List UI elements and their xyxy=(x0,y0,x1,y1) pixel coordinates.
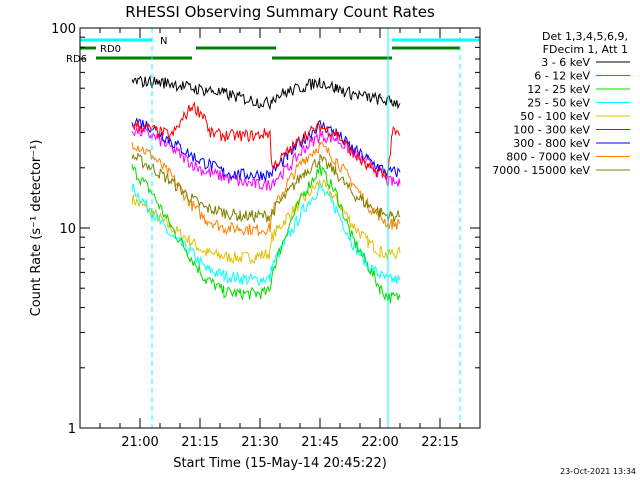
legend-label: 100 - 300 keV xyxy=(513,124,590,137)
legend-label: 3 - 6 keV xyxy=(541,56,590,69)
footer-timestamp: 23-Oct-2021 13:34 xyxy=(560,467,636,476)
legend-label: 12 - 25 keV xyxy=(527,83,590,96)
x-tick-label: 22:15 xyxy=(421,435,458,450)
x-tick-label: 21:30 xyxy=(241,435,278,450)
legend-label: 7000 - 15000 keV xyxy=(492,164,590,177)
y-tick-label: 10 xyxy=(59,222,76,237)
legend-header: FDecim 1, Att 1 xyxy=(543,43,628,56)
series-line xyxy=(131,116,401,181)
y-tick-label: 100 xyxy=(51,22,76,37)
y-tick-label: 1 xyxy=(68,422,76,437)
flag-label-rd0: RD0 xyxy=(100,44,121,55)
x-tick-label: 22:00 xyxy=(361,435,398,450)
y-axis-label: Count Rate (s⁻¹ detector⁻¹) xyxy=(29,140,44,317)
axes: 1 10 100 21:00 21:15 21:30 21:45 22:00 22:15 xyxy=(51,22,481,450)
series-line xyxy=(131,101,401,181)
legend-label: 800 - 7000 keV xyxy=(506,151,590,164)
series-line xyxy=(131,163,401,304)
series-line xyxy=(131,152,401,224)
flag-label-n: N xyxy=(160,36,167,47)
legend: Det 1,3,4,5,6,9,FDecim 1, Att 13 - 6 keV… xyxy=(492,30,630,177)
flag-label-rd6: RD6 xyxy=(66,54,87,65)
series-line xyxy=(131,178,401,265)
legend-label: 50 - 100 keV xyxy=(520,110,590,123)
legend-header: Det 1,3,4,5,6,9, xyxy=(542,30,628,43)
x-tick-label: 21:00 xyxy=(121,435,158,450)
x-tick-label: 21:45 xyxy=(301,435,338,450)
series-line xyxy=(131,181,401,286)
x-axis-label: Start Time (15-May-14 20:45:22) xyxy=(173,456,387,471)
chart-title: RHESSI Observing Summary Count Rates xyxy=(125,3,435,21)
series-line xyxy=(131,141,401,237)
legend-label: 6 - 12 keV xyxy=(534,70,590,83)
legend-label: 300 - 800 keV xyxy=(513,137,590,150)
legend-label: 25 - 50 keV xyxy=(527,97,590,110)
flag-bars: N RD0 RD6 xyxy=(66,36,480,65)
series-group xyxy=(131,74,401,304)
x-tick-label: 21:15 xyxy=(181,435,218,450)
series-line xyxy=(131,74,401,111)
